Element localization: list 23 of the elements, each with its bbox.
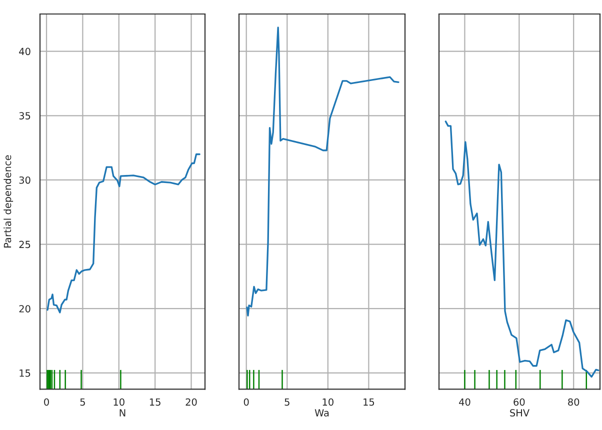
x-tick-label: 15: [364, 398, 374, 406]
y-tick-label: 20: [19, 305, 30, 312]
x-axis-title: SHV: [510, 409, 530, 416]
x-axis-title: Wa: [314, 409, 329, 416]
x-tick-label: 0: [44, 398, 49, 406]
x-tick-label: 80: [568, 398, 580, 406]
y-tick-label: 15: [20, 370, 30, 377]
x-tick-label: 10: [322, 398, 334, 406]
x-axis-title: N: [120, 409, 126, 416]
x-tick-label: 5: [284, 398, 290, 406]
x-tick-label: 15: [150, 398, 160, 406]
x-tick-label: 5: [80, 398, 85, 406]
x-tick-label: 20: [186, 398, 197, 406]
line-series: [46, 153, 200, 314]
x-tick-label: 10: [114, 398, 124, 406]
y-tick-label: 30: [19, 176, 30, 184]
y-tick-label: 40: [19, 48, 30, 56]
x-tick-label: 40: [459, 398, 470, 406]
y-tick-label: 35: [19, 112, 30, 120]
x-tick-label: 60: [514, 398, 525, 406]
y-axis-title: Partial dependence: [4, 155, 14, 248]
x-tick-label: 0: [244, 398, 249, 406]
y-tick-label: 25: [19, 240, 30, 248]
